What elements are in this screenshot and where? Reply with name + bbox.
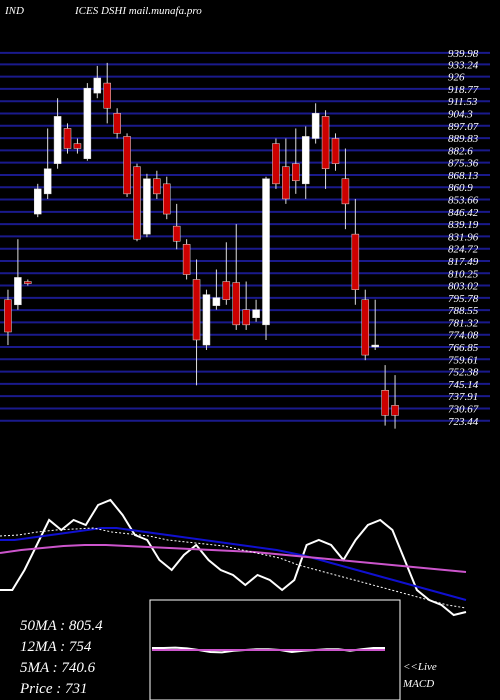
candle-body: [53, 116, 62, 164]
y-tick-label: 860.9: [448, 182, 473, 194]
indicator-line: [0, 544, 467, 573]
macd-label: <<Live: [403, 661, 437, 673]
candle-body: [172, 225, 181, 242]
candle-body: [361, 299, 370, 356]
y-tick-label: 933.24: [448, 59, 479, 71]
chart-subtitle: ICES DSHI mail.munafa.pro: [74, 5, 202, 17]
y-tick-label: 788.55: [448, 305, 479, 317]
ma-label: 5MA : 740.6: [20, 660, 96, 676]
candle-body: [63, 128, 72, 149]
y-tick-label: 926: [448, 72, 465, 84]
candle-body: [351, 233, 360, 290]
candle-body: [311, 113, 320, 139]
candle-body: [182, 244, 191, 275]
y-tick-label: 824.72: [448, 244, 479, 256]
candle-body: [282, 166, 290, 200]
y-tick-label: 723.44: [448, 416, 479, 428]
candle-body: [4, 299, 12, 333]
y-tick-label: 817.49: [448, 256, 479, 268]
candle-body: [391, 405, 399, 416]
ma-label: 50MA : 805.4: [20, 618, 103, 634]
candle-body: [272, 143, 280, 185]
ma-label: Price : 731: [19, 681, 87, 697]
candle-body: [103, 82, 111, 109]
y-tick-label: 939.98: [448, 48, 479, 60]
y-tick-label: 737.91: [448, 391, 478, 403]
y-tick-label: 781.32: [448, 317, 479, 329]
candle-body: [252, 309, 260, 318]
y-tick-label: 868.13: [448, 170, 479, 182]
candle-body: [43, 168, 52, 195]
y-tick-label: 889.83: [448, 133, 479, 145]
y-tick-label: 795.78: [448, 293, 479, 305]
y-tick-label: 759.61: [448, 354, 478, 366]
candle-body: [331, 138, 340, 164]
ma-label: 12MA : 754: [20, 639, 92, 655]
y-tick-label: 904.3: [448, 108, 473, 120]
candle-body: [381, 389, 389, 416]
y-tick-label: 839.19: [448, 219, 479, 231]
y-tick-label: 882.6: [448, 145, 473, 157]
y-tick-label: 766.85: [448, 342, 479, 354]
candle-body: [133, 166, 141, 240]
candle-body: [292, 163, 300, 182]
y-tick-label: 730.67: [448, 403, 479, 415]
candle-body: [123, 136, 131, 195]
candle-body: [153, 178, 161, 195]
candle-body: [93, 77, 102, 94]
macd-box: [149, 599, 401, 700]
y-tick-label: 875.36: [448, 158, 479, 170]
candle-body: [163, 183, 171, 215]
candle-body: [192, 279, 201, 341]
y-tick-label: 853.66: [448, 195, 479, 207]
candle-body: [232, 282, 240, 326]
chart-title: IND: [4, 5, 24, 17]
y-tick-label: 911.53: [448, 96, 478, 108]
indicator-line: [0, 498, 467, 617]
y-tick-label: 918.77: [448, 84, 479, 96]
candle-body: [113, 113, 121, 134]
candle-body: [341, 178, 350, 205]
indicator-line: [0, 527, 467, 601]
candle-body: [83, 87, 92, 159]
candle-body: [222, 281, 231, 300]
y-tick-label: 774.08: [448, 330, 479, 342]
candle-body: [242, 309, 250, 326]
macd-label: MACD: [402, 678, 434, 690]
candle-body: [371, 344, 379, 348]
candle-body: [14, 277, 22, 306]
y-tick-label: 846.42: [448, 207, 479, 219]
y-tick-label: 831.96: [448, 231, 479, 243]
y-tick-label: 810.25: [448, 268, 479, 280]
candle-body: [33, 188, 42, 215]
y-tick-label: 745.14: [448, 379, 479, 391]
candle-body: [321, 116, 330, 169]
candle-body: [73, 143, 82, 149]
candle-body: [143, 178, 151, 235]
y-tick-label: 803.02: [448, 281, 479, 293]
candle-body: [212, 297, 221, 306]
y-tick-label: 897.07: [448, 121, 479, 133]
candle-body: [202, 294, 211, 346]
y-tick-label: 752.38: [448, 367, 479, 379]
candle-body: [24, 281, 32, 284]
candle-body: [262, 178, 270, 326]
candle-body: [301, 136, 310, 185]
